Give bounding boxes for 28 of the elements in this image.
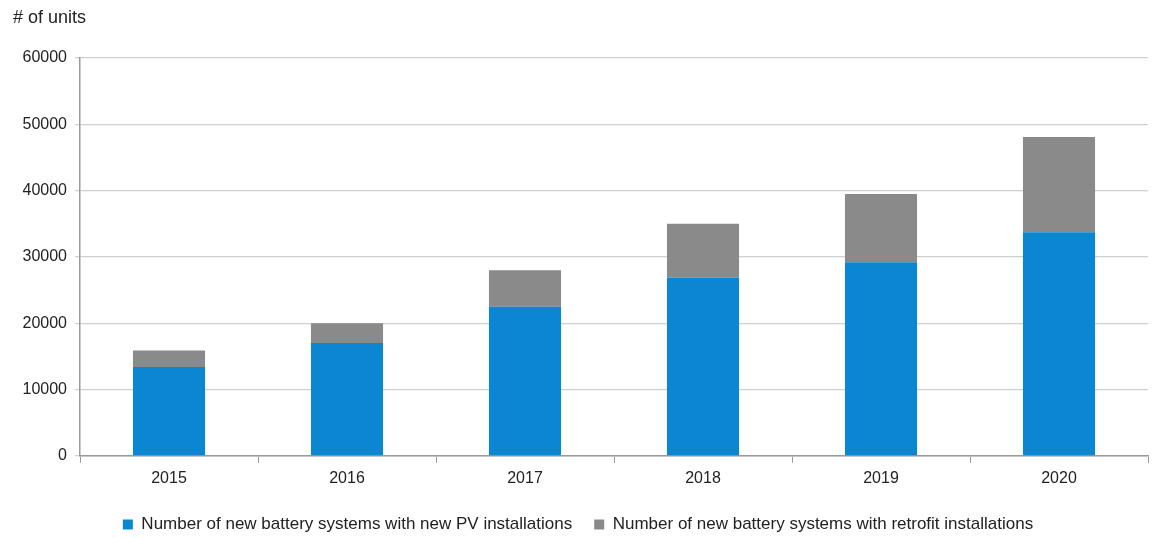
x-tick-label: 2016 — [329, 468, 365, 486]
bar — [1022, 136, 1096, 233]
x-tick-label: 2020 — [1041, 468, 1077, 486]
y-tick-label: 30000 — [22, 247, 68, 265]
bar — [310, 343, 384, 456]
y-tick-label: 50000 — [22, 114, 68, 132]
y-tick-label: 20000 — [22, 313, 68, 331]
y-tick-label: 10000 — [22, 379, 68, 397]
bar — [666, 277, 740, 456]
x-tick-label: 2018 — [685, 468, 721, 486]
legend-label: Number of new battery systems with new PV installations — [141, 514, 573, 534]
legend-label: Number of new battery systems with retrofit installations — [612, 514, 1034, 534]
y-tick-label: 0 — [58, 446, 68, 464]
x-tick-label: 2019 — [863, 468, 899, 486]
x-tick-label: 2017 — [507, 468, 543, 486]
bar — [666, 223, 740, 278]
y-tick-label: 40000 — [22, 181, 68, 199]
bar — [1022, 232, 1096, 456]
x-tick-label: 2015 — [151, 468, 187, 486]
bar — [844, 193, 918, 263]
bar — [844, 262, 918, 456]
bar — [488, 306, 562, 456]
bar — [132, 366, 206, 456]
bar — [132, 350, 206, 367]
bar — [310, 323, 384, 344]
y-tick-label: 60000 — [22, 48, 68, 66]
bar — [488, 270, 562, 307]
y-axis-title: # of units — [13, 7, 87, 28]
